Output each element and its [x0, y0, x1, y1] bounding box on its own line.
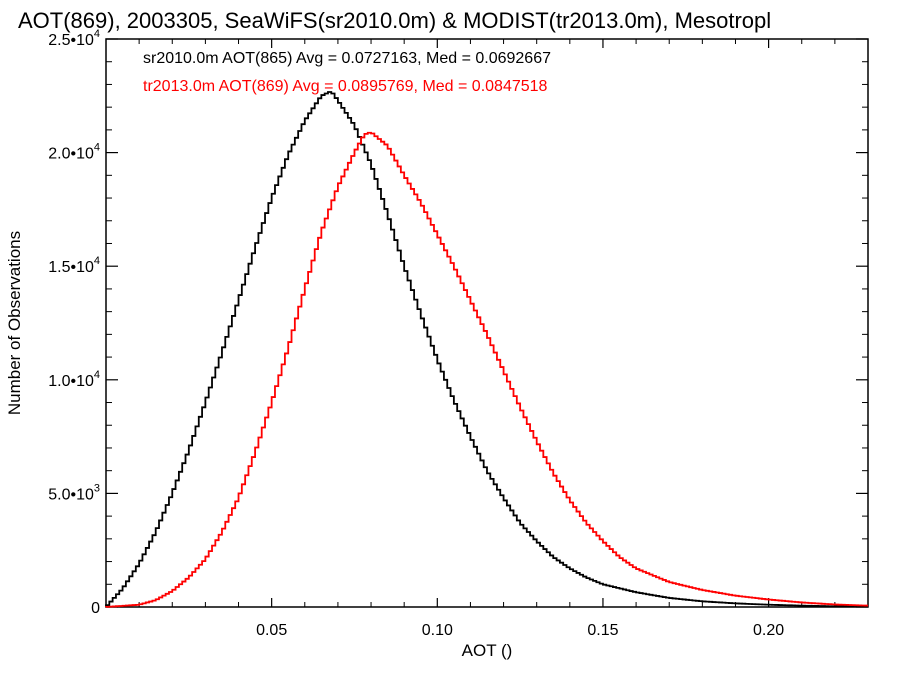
series-2-line — [105, 131, 868, 608]
y-tick-label: 2.5•104 — [48, 28, 100, 49]
x-axis-label: AOT () — [462, 641, 513, 660]
series-layer — [105, 91, 868, 608]
y-axis-label: Number of Observations — [5, 231, 24, 415]
y-tick-label: 2.0•104 — [48, 142, 100, 163]
x-tick-label: 0.15 — [587, 622, 618, 639]
series-1-line — [105, 91, 868, 608]
x-tick-label: 0.05 — [256, 622, 287, 639]
legend-entry-series-1: sr2010.0m AOT(865) Avg = 0.0727163, Med … — [143, 50, 551, 67]
y-tick-label: 1.0•104 — [48, 369, 100, 390]
chart-title: AOT(869), 2003305, SeaWiFS(sr2010.0m) & … — [18, 8, 771, 33]
y-axis-ticks: 0 5.0•103 1.0•104 1.5•104 2.0•104 2.5•104 — [48, 28, 868, 617]
plot-frame — [105, 38, 869, 608]
y-tick-label: 5.0•103 — [48, 482, 100, 503]
x-axis-ticks: 0.05 0.10 0.15 0.20 — [138, 39, 836, 639]
y-tick-label: 0 — [91, 600, 100, 617]
y-tick-label: 1.5•104 — [48, 255, 100, 276]
x-tick-label: 0.10 — [422, 622, 453, 639]
x-tick-label: 0.20 — [753, 622, 784, 639]
legend-entry-series-2: tr2013.0m AOT(869) Avg = 0.0895769, Med … — [143, 78, 548, 95]
